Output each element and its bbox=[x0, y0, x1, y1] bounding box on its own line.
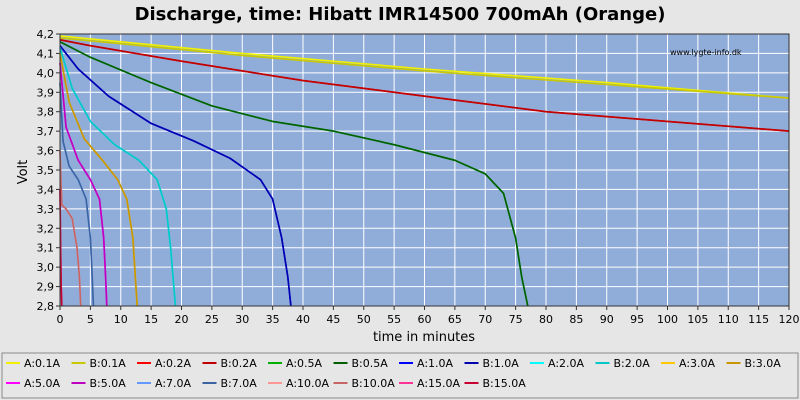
y-tick-labels: 2,8 2,9 3,0 3,1 3,2 3,3 3,4 3,5 3,6 3,7 3,8 3,9 4,0 4… bbox=[37, 28, 55, 313]
x-tick-labels: 0 5 10 15 20 25 30 35 40 45 50 55 60 65 70 75 80 85 90 95 10… bbox=[57, 313, 800, 326]
legend-label: A:0.2A bbox=[155, 357, 192, 370]
chart-title: Discharge, time: Hibatt IMR14500 700mAh … bbox=[134, 4, 666, 25]
legend-label: B:15.0A bbox=[483, 377, 527, 390]
x-tick-label: 110 bbox=[718, 313, 739, 326]
y-tick-label: 3,2 bbox=[37, 222, 55, 235]
legend-label: A:5.0A bbox=[24, 377, 61, 390]
x-tick-label: 10 bbox=[114, 313, 128, 326]
x-tick-label: 100 bbox=[657, 313, 678, 326]
y-tick-label: 3,7 bbox=[37, 125, 55, 138]
legend-label: A:7.0A bbox=[155, 377, 192, 390]
series-line-b-0-5a bbox=[59, 41, 529, 307]
series-line-b-1-0a bbox=[59, 45, 292, 307]
legend-label: B:3.0A bbox=[745, 357, 782, 370]
x-tick-label: 55 bbox=[387, 313, 401, 326]
x-tick-label: 95 bbox=[630, 313, 644, 326]
x-tick-label: 35 bbox=[266, 313, 280, 326]
y-tick-label: 4,0 bbox=[37, 67, 55, 80]
legend-label: B:0.5A bbox=[352, 357, 389, 370]
watermark: www.lygte-info.dk bbox=[670, 48, 742, 57]
x-axis-label: time in minutes bbox=[373, 330, 475, 345]
y-tick-label: 4,2 bbox=[37, 28, 55, 41]
legend-label: A:0.1A bbox=[24, 357, 61, 370]
legend-label: A:10.0A bbox=[286, 377, 330, 390]
x-tick-label: 5 bbox=[87, 313, 94, 326]
series-line-b-5-0a bbox=[59, 63, 108, 307]
series-line-b-7-0a bbox=[59, 82, 95, 307]
legend-label: A:2.0A bbox=[548, 357, 585, 370]
legend-box bbox=[1, 352, 799, 399]
x-tick-label: 75 bbox=[509, 313, 523, 326]
x-tick-label: 25 bbox=[205, 313, 219, 326]
x-tick-label: 90 bbox=[600, 313, 614, 326]
series-line-b-2-0a bbox=[59, 47, 177, 307]
y-tick-label: 3,4 bbox=[37, 183, 55, 196]
x-tick-label: 0 bbox=[57, 313, 64, 326]
legend-label: B:1.0A bbox=[483, 357, 520, 370]
x-tick-label: 30 bbox=[235, 313, 249, 326]
y-tick-label: 3,5 bbox=[37, 164, 55, 177]
series-line-b-3-0a bbox=[59, 53, 138, 307]
x-tick-label: 115 bbox=[748, 313, 769, 326]
y-tick-label: 3,6 bbox=[37, 145, 55, 158]
series-line-b-0-2a bbox=[59, 39, 790, 132]
x-tick-label: 65 bbox=[448, 313, 462, 326]
y-tick-label: 3,1 bbox=[37, 242, 55, 255]
y-tick-label: 3,3 bbox=[37, 203, 55, 216]
legend-label: A:15.0A bbox=[417, 377, 461, 390]
x-tick-label: 85 bbox=[569, 313, 583, 326]
x-tick-label: 15 bbox=[144, 313, 158, 326]
y-tick-label: 3,9 bbox=[37, 86, 55, 99]
legend-label: B:10.0A bbox=[352, 377, 396, 390]
legend-label: B:7.0A bbox=[221, 377, 258, 390]
series-line-b-0-1a bbox=[59, 37, 790, 99]
series-line-b-10-0a bbox=[59, 150, 82, 307]
legend-label: A:0.5A bbox=[286, 357, 323, 370]
y-axis-label: Volt bbox=[16, 160, 31, 185]
legend-label: B:0.2A bbox=[221, 357, 258, 370]
legend-label: A:1.0A bbox=[417, 357, 454, 370]
series-layer bbox=[59, 35, 790, 307]
legend: A:0.1A B:0.1A A:0.2A B:0.2A A:0.5A B:0.5A A:1.… bbox=[1, 352, 799, 399]
x-tick-label: 45 bbox=[326, 313, 340, 326]
x-tick-label: 120 bbox=[779, 313, 800, 326]
y-tick-label: 4,1 bbox=[37, 47, 55, 60]
y-tick-label: 2,8 bbox=[37, 300, 55, 313]
x-tick-label: 40 bbox=[296, 313, 310, 326]
x-tick-label: 105 bbox=[687, 313, 708, 326]
legend-label: B:5.0A bbox=[90, 377, 127, 390]
x-tick-label: 60 bbox=[418, 313, 432, 326]
series-line-a-0-1a bbox=[59, 35, 790, 99]
x-tick-label: 70 bbox=[478, 313, 492, 326]
plot-frame bbox=[59, 33, 790, 307]
y-tick-label: 3,0 bbox=[37, 261, 55, 274]
legend-label: A:3.0A bbox=[679, 357, 716, 370]
x-tick-label: 50 bbox=[357, 313, 371, 326]
x-tick-label: 20 bbox=[175, 313, 189, 326]
x-tick-label: 80 bbox=[539, 313, 553, 326]
y-tick-label: 3,8 bbox=[37, 106, 55, 119]
legend-label: B:2.0A bbox=[614, 357, 651, 370]
legend-label: B:0.1A bbox=[90, 357, 127, 370]
y-tick-label: 2,9 bbox=[37, 281, 55, 294]
